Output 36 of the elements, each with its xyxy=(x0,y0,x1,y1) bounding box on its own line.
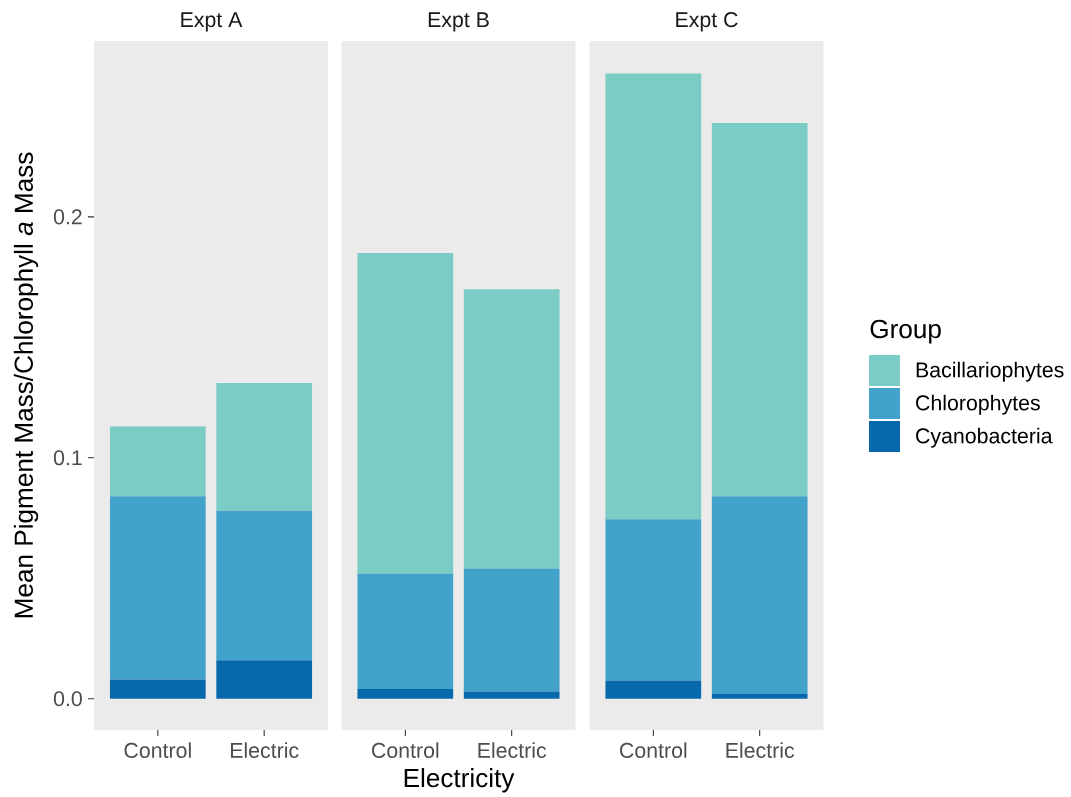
y-tick-label: 0.1 xyxy=(53,450,82,466)
bar xyxy=(216,510,313,661)
bar xyxy=(109,426,206,497)
y-tick-label: 0.2 xyxy=(53,209,82,225)
y-tick-label: 0.0 xyxy=(53,691,82,707)
x-tick-label: Control xyxy=(620,742,687,758)
x-axis-title: Electricity xyxy=(404,768,515,793)
bar xyxy=(711,122,808,497)
bar xyxy=(605,680,702,699)
legend-label: Cyanobacteria xyxy=(916,427,1053,448)
bar xyxy=(463,568,560,692)
legend-label: Bacillariophytes xyxy=(916,361,1064,382)
chart-title: Expt A xyxy=(181,12,243,32)
chart-title: Expt C xyxy=(676,12,738,32)
bar xyxy=(216,660,313,699)
chart-title: Expt B xyxy=(428,12,489,32)
bar xyxy=(357,253,454,574)
bar xyxy=(605,73,702,520)
bar xyxy=(605,519,702,681)
x-tick-label: Control xyxy=(372,742,439,758)
legend-label: Chlorophytes xyxy=(916,394,1040,415)
bar xyxy=(216,383,313,511)
x-tick-label: Electric xyxy=(726,742,795,758)
bar xyxy=(711,693,808,699)
bar xyxy=(357,689,454,699)
x-tick-label: Electric xyxy=(478,742,547,758)
bar xyxy=(463,691,560,699)
bar xyxy=(109,496,206,680)
bar xyxy=(463,289,560,569)
x-tick-label: Electric xyxy=(230,742,299,758)
legend-title: Group xyxy=(870,319,941,344)
bar xyxy=(109,679,206,699)
bar xyxy=(711,496,808,694)
bar xyxy=(357,573,454,690)
y-axis-title: Mean Pigment Mass/Chlorophyll a Mass xyxy=(13,152,39,618)
x-tick-label: Control xyxy=(124,742,191,758)
